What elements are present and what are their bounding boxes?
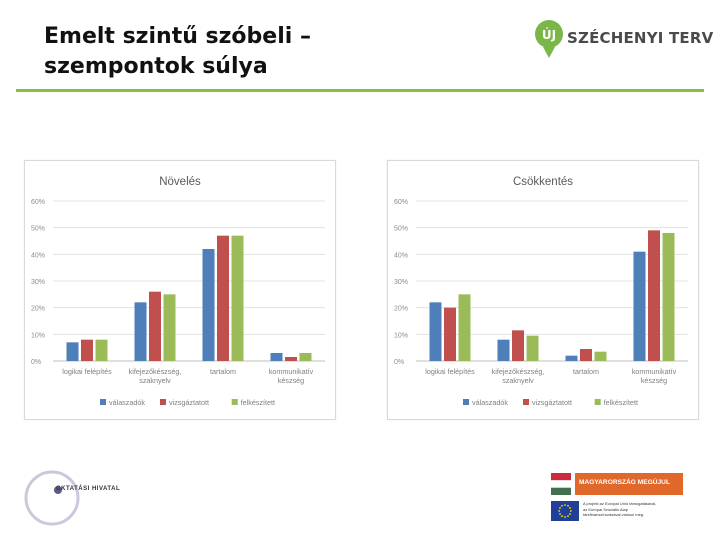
y-tick-label: 10% <box>31 332 45 339</box>
oh-name: OKTATÁSI HIVATAL <box>56 486 121 492</box>
logo-name: SZÉCHENYI TERV <box>567 29 714 47</box>
chart-csokkentes-svg: Csökkentés 0% 10% 20% 30% 40% 50% 60% logikai fe… <box>394 176 688 407</box>
x-tick-label: készség <box>278 376 304 385</box>
bar <box>429 302 442 361</box>
eu-flag-icon <box>551 501 579 521</box>
bar <box>270 353 283 361</box>
y-tick-label: 50% <box>394 226 408 233</box>
slide-title: Emelt szintű szóbeli – szempontok súlya <box>44 24 311 79</box>
x-tick-label: kifejezőkészség, <box>129 367 182 376</box>
x-tick-label: szaknyelv <box>502 376 534 385</box>
bar <box>81 339 93 361</box>
x-tick-label: kommunikatív <box>632 367 677 376</box>
legend-label: vizsgáztatott <box>169 398 209 407</box>
x-tick-label: készség <box>641 376 667 385</box>
szechenyi-badge-icon: ÚJ <box>535 20 563 58</box>
bar <box>633 251 646 361</box>
y-tick-label: 60% <box>31 199 45 206</box>
bar <box>526 335 539 361</box>
y-tick-label: 20% <box>31 306 45 313</box>
eu-funding-note: A projekt az Európai Unió támogatásával,… <box>583 501 657 518</box>
legend-label: felkészített <box>241 398 275 407</box>
chart-title: Csökkentés <box>513 176 573 188</box>
bar <box>202 249 215 361</box>
x-tick-label: tartalom <box>210 367 236 376</box>
bar <box>134 302 147 361</box>
bar <box>512 330 524 361</box>
y-tick-label: 30% <box>394 279 408 286</box>
legend-label: válaszadók <box>472 398 508 407</box>
chart-novels: Növelés 0% 10% 20% 30% 40% 50% 60% logikai felép… <box>24 160 336 420</box>
oktatasi-hivatal-logo: OKTATÁSI HIVATAL <box>22 468 152 528</box>
chart-csokkentes: Csökkentés 0% 10% 20% 30% 40% 50% 60% logikai fe… <box>387 160 699 420</box>
legend-swatch <box>231 399 238 405</box>
y-tick-label: 50% <box>31 226 45 233</box>
chart-novels-svg: Növelés 0% 10% 20% 30% 40% 50% 60% logikai felép… <box>31 176 325 407</box>
bar <box>95 339 108 361</box>
oh-circle-icon <box>24 470 80 526</box>
y-tick-label: 30% <box>31 279 45 286</box>
y-tick-label: 40% <box>394 252 408 259</box>
x-tick-label: logikai felépítés <box>62 367 112 376</box>
bar <box>444 307 456 361</box>
bar <box>231 235 244 361</box>
y-tick-label: 0% <box>31 359 41 366</box>
legend-label: vizsgáztatott <box>532 398 572 407</box>
legend-label: válaszadók <box>109 398 145 407</box>
title-divider <box>16 89 704 92</box>
legend-swatch <box>160 399 166 405</box>
bar <box>458 294 471 361</box>
legend-swatch <box>100 399 106 405</box>
bar <box>66 342 79 361</box>
bar <box>580 349 592 361</box>
chart-title: Növelés <box>159 176 201 188</box>
x-tick-label: kommunikatív <box>269 367 314 376</box>
eu-funding-block: MAGYARORSZÁG MEGÚJUL A projekt az Európa… <box>551 471 685 527</box>
y-tick-label: 10% <box>394 332 408 339</box>
y-tick-label: 0% <box>394 359 404 366</box>
x-tick-label: tartalom <box>573 367 599 376</box>
bar <box>648 230 660 361</box>
bar <box>662 233 675 361</box>
hungarian-flag-icon <box>551 473 571 495</box>
legend-label: felkészített <box>604 398 638 407</box>
banner-text: MAGYARORSZÁG MEGÚJUL <box>579 479 670 486</box>
bar <box>285 357 297 361</box>
legend-swatch <box>523 399 529 405</box>
bar <box>163 294 176 361</box>
bar <box>299 353 312 361</box>
logo-badge-text: ÚJ <box>542 27 556 42</box>
x-tick-label: logikai felépítés <box>425 367 475 376</box>
x-tick-label: szaknyelv <box>139 376 171 385</box>
y-tick-label: 40% <box>31 252 45 259</box>
bar <box>594 351 607 361</box>
x-tick-label: kifejezőkészség, <box>492 367 545 376</box>
szechenyi-logo: ÚJ SZÉCHENYI TERV <box>533 18 713 70</box>
y-tick-label: 20% <box>394 306 408 313</box>
bar <box>565 355 578 361</box>
legend-swatch <box>463 399 469 405</box>
bar <box>217 235 229 361</box>
magyarorszag-megujul-banner: MAGYARORSZÁG MEGÚJUL <box>575 473 683 495</box>
y-tick-label: 60% <box>394 199 408 206</box>
bar <box>497 339 510 361</box>
bar <box>149 291 161 361</box>
legend-swatch <box>594 399 601 405</box>
